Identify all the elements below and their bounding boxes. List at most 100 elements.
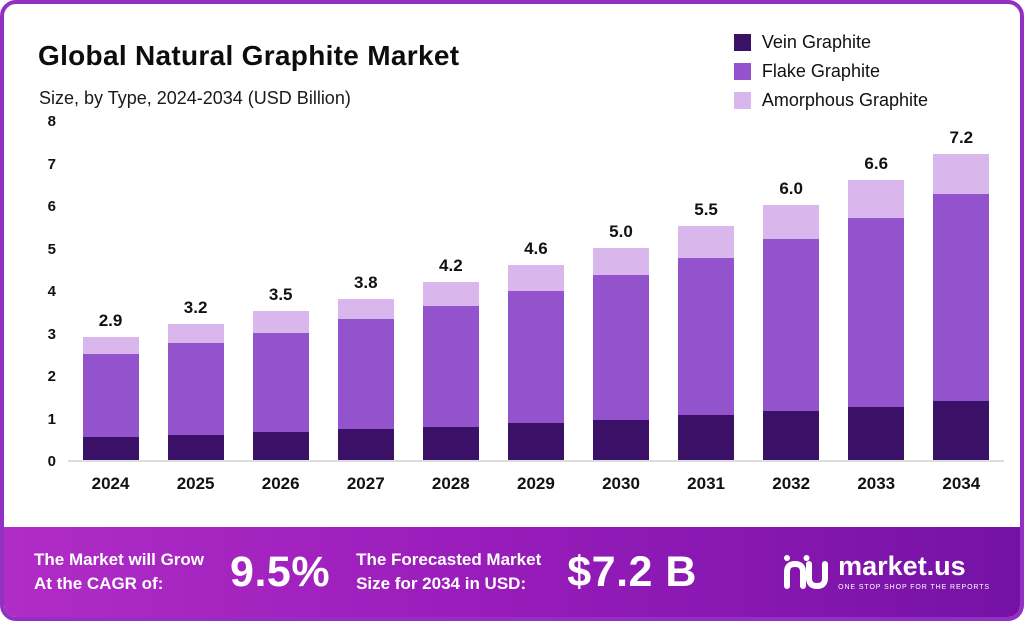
- stacked-bar: [678, 226, 735, 460]
- bar-group: 6.0: [763, 179, 820, 460]
- legend-label: Flake Graphite: [761, 61, 880, 81]
- banner-text-line: The Market will Grow: [34, 550, 205, 570]
- bar-segment-flake-graphite: [422, 305, 479, 427]
- stacked-bar: [763, 205, 820, 460]
- bar-total-label: 6.0: [779, 179, 803, 198]
- stacked-bar: [167, 324, 224, 460]
- bar-segment-amorphous-graphite: [82, 336, 139, 354]
- y-tick-label: 6: [47, 198, 56, 215]
- y-tick-label: 8: [47, 113, 56, 130]
- bar-segment-amorphous-graphite: [848, 179, 905, 218]
- bar-segment-flake-graphite: [678, 258, 735, 416]
- bar-group: 7.2: [933, 128, 990, 460]
- x-axis-label: 2026: [261, 474, 300, 493]
- legend-item: Flake Graphite: [733, 61, 880, 82]
- bar-total-label: 4.6: [524, 238, 548, 258]
- legend-swatch-icon: [733, 63, 751, 80]
- bar-segment-amorphous-graphite: [933, 154, 990, 195]
- y-axis: 0 1 2 3 4 5 6 7 8: [30, 113, 68, 470]
- banner-text-line: At the CAGR of:: [34, 574, 164, 593]
- stacked-bar: [933, 154, 990, 460]
- stacked-bar: [507, 264, 564, 460]
- stacked-bar-chart: 0 1 2 3 4 5 6 7 8 2.9 3.2 3.5 3.8 4.2 4.6 5.0 5.5 6.0 6.6…: [30, 113, 1004, 494]
- bar-group: 3.2: [167, 298, 224, 460]
- y-tick-label: 7: [47, 155, 56, 173]
- bar-group: 5.0: [593, 221, 649, 460]
- plot-column: 2.9 3.2 3.5 3.8 4.2 4.6 5.0 5.5 6.0 6.6 7.2 2024 20…: [68, 122, 1004, 494]
- bar-segment-amorphous-graphite: [422, 281, 479, 306]
- y-tick-label: 4: [47, 283, 56, 300]
- x-axis-label: 2027: [346, 474, 385, 493]
- bar-group: 4.2: [422, 255, 479, 460]
- bar-group: 4.6: [507, 238, 564, 460]
- x-axis-label: 2031: [687, 474, 725, 493]
- bar-segment-vein-graphite: [848, 406, 905, 460]
- legend-item: Vein Graphite: [733, 32, 871, 53]
- legend-item: Amorphous Graphite: [733, 90, 928, 111]
- bar-segment-flake-graphite: [593, 275, 649, 420]
- y-tick-label: 5: [47, 240, 56, 258]
- bar-segment-amorphous-graphite: [593, 247, 649, 276]
- bar-segment-vein-graphite: [593, 419, 649, 460]
- bar-segment-amorphous-graphite: [763, 205, 820, 239]
- bar-segment-flake-graphite: [252, 332, 309, 433]
- bar-total-label: 4.2: [439, 255, 463, 275]
- bar-total-label: 3.5: [268, 285, 293, 305]
- bar-segment-vein-graphite: [763, 411, 820, 460]
- bar-segment-vein-graphite: [167, 434, 224, 460]
- bar-segment-vein-graphite: [252, 432, 309, 460]
- market-us-logo-icon: [784, 555, 829, 590]
- x-axis-label: 2029: [517, 474, 555, 493]
- bar-segment-vein-graphite: [422, 426, 479, 460]
- bar-segment-amorphous-graphite: [678, 226, 735, 259]
- bar-total-label: 5.0: [609, 221, 633, 241]
- y-tick-label: 3: [47, 325, 56, 343]
- bar-segment-amorphous-graphite: [252, 311, 309, 333]
- bar-group: 2.9: [82, 310, 139, 460]
- stacked-bar: [422, 281, 479, 460]
- bar-total-label: 3.8: [353, 272, 378, 292]
- brand-text-block: market.us ONE STOP SHOP FOR THE REPORTS: [838, 551, 990, 592]
- bar-total-label: 6.6: [864, 153, 889, 173]
- bar-segment-vein-graphite: [82, 436, 139, 460]
- forecast-value: $7.2 B: [567, 547, 697, 596]
- bar-segment-flake-graphite: [763, 239, 820, 412]
- stacked-bar: [593, 247, 649, 460]
- legend-label: Vein Graphite: [761, 32, 871, 52]
- bar-segment-flake-graphite: [167, 343, 224, 435]
- bar-segment-flake-graphite: [933, 194, 990, 401]
- stacked-bar: [252, 311, 309, 460]
- market-us-brand: market.us ONE STOP SHOP FOR THE REPORTS: [782, 552, 990, 592]
- bar-segment-flake-graphite: [848, 217, 905, 407]
- stacked-bar: [82, 336, 139, 460]
- footer-banner: The Market will Grow At the CAGR of: 9.5…: [4, 527, 1020, 617]
- bar-group: 5.5: [678, 200, 735, 460]
- y-tick-label: 0: [47, 453, 56, 470]
- bar-total-label: 7.2: [949, 128, 974, 147]
- bar-segment-vein-graphite: [933, 400, 990, 460]
- legend-swatch-icon: [733, 92, 751, 109]
- y-tick-label: 1: [47, 410, 56, 428]
- cagr-label: The Market will Grow At the CAGR of:: [34, 548, 204, 596]
- bar-segment-amorphous-graphite: [167, 324, 224, 344]
- x-axis-label: 2025: [176, 474, 215, 493]
- brand-name: market.us: [838, 551, 966, 581]
- bar-group: 3.8: [337, 272, 394, 460]
- bar-group: 3.5: [252, 285, 309, 460]
- bar-total-label: 2.9: [98, 310, 123, 330]
- bar-segment-vein-graphite: [507, 422, 564, 460]
- page-subtitle: Size, by Type, 2024-2034 (USD Billion): [39, 88, 351, 108]
- legend-swatch-icon: [733, 34, 751, 51]
- brand-tagline: ONE STOP SHOP FOR THE REPORTS: [838, 584, 990, 591]
- x-axis-label: 2024: [91, 474, 130, 493]
- banner-text-line: The Forecasted Market: [356, 550, 542, 570]
- legend: Vein Graphite Flake Graphite Amorphous Gra…: [733, 32, 928, 111]
- x-axis-label: 2030: [602, 474, 640, 493]
- bar-segment-vein-graphite: [678, 415, 735, 460]
- bar-segment-flake-graphite: [507, 290, 564, 423]
- x-axis-label: 2034: [942, 474, 981, 493]
- stacked-bar: [848, 179, 905, 460]
- y-tick-label: 2: [47, 368, 56, 385]
- bar-segment-vein-graphite: [337, 429, 394, 460]
- plot-area: 2.9 3.2 3.5 3.8 4.2 4.6 5.0 5.5 6.0 6.6 7.2: [68, 122, 1004, 462]
